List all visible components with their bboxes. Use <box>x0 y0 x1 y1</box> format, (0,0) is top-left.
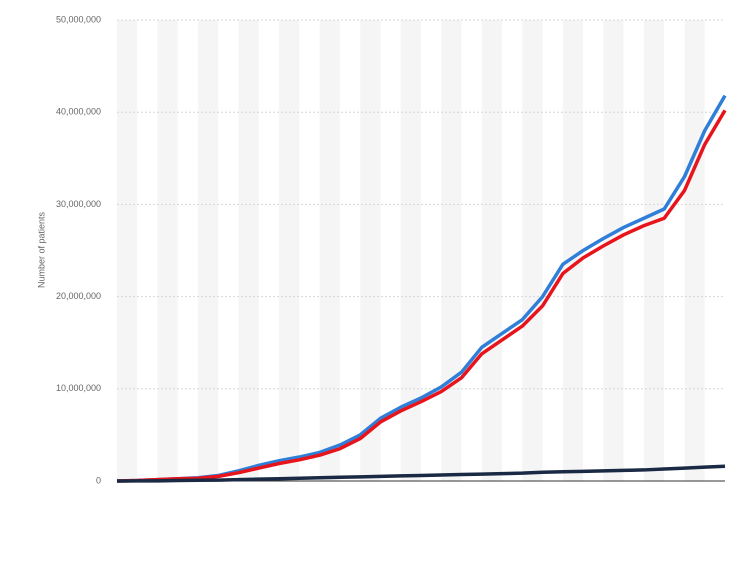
stripe <box>117 20 138 481</box>
stripe <box>481 20 503 481</box>
stripe <box>177 20 199 481</box>
stripe <box>603 20 624 481</box>
y-tick-label: 20,000,000 <box>56 291 101 301</box>
y-tick-label: 50,000,000 <box>56 14 101 24</box>
stripe <box>400 20 421 481</box>
series-line <box>116 109 727 483</box>
y-axis-label: Number of patients <box>36 211 46 288</box>
stripe <box>238 20 259 481</box>
stripe <box>258 20 280 481</box>
stripe <box>198 20 219 481</box>
stripe <box>279 20 300 481</box>
stripe <box>562 20 584 481</box>
y-tick-label: 10,000,000 <box>56 383 101 393</box>
stripe <box>542 20 563 481</box>
stripe <box>664 20 685 481</box>
stripe <box>461 20 482 481</box>
stripe <box>299 20 320 481</box>
stripe <box>218 20 239 481</box>
stripe <box>380 20 401 481</box>
stripe <box>157 20 178 481</box>
stripe <box>360 20 381 481</box>
stripe <box>522 20 543 481</box>
stripe <box>502 20 523 481</box>
stripe <box>441 20 462 481</box>
y-tick-label: 40,000,000 <box>56 107 101 117</box>
stripe <box>339 20 361 481</box>
y-tick-label: 0 <box>96 475 101 485</box>
stripe <box>643 20 665 481</box>
series-line <box>116 464 726 483</box>
stripe <box>319 20 340 481</box>
stripe <box>704 20 725 481</box>
y-tick-label: 30,000,000 <box>56 199 101 209</box>
stripe <box>421 20 442 481</box>
stripe <box>684 20 705 481</box>
stripe <box>137 20 158 481</box>
stripe <box>623 20 644 481</box>
background <box>117 20 725 481</box>
